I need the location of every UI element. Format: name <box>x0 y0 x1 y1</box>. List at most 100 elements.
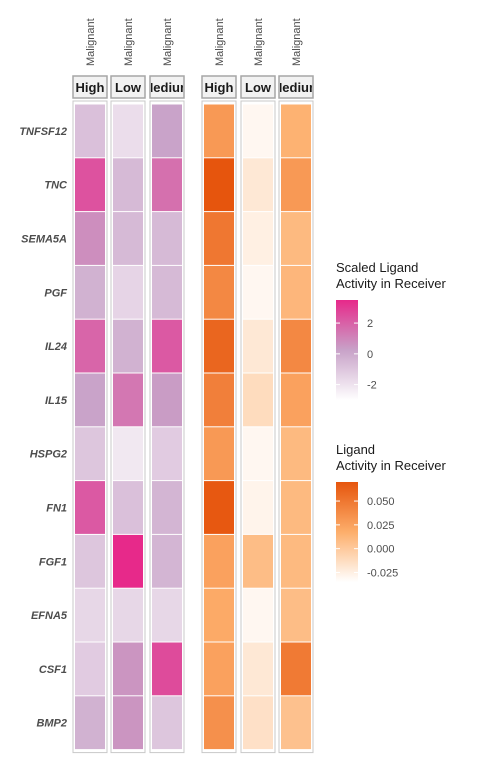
heatmap-cell-tnc-high <box>75 158 105 212</box>
heatmap-cell-pgf-high <box>75 265 105 319</box>
heatmap-cell-sema5a-low <box>113 212 143 265</box>
heatmap-cell-il15-low <box>243 373 273 427</box>
heatmap-cell-fn1-low <box>243 481 273 534</box>
heatmap-cell-hspg2-medium <box>152 427 182 481</box>
strip-label-medium: Medium <box>142 80 191 95</box>
row-label-fn1: FN1 <box>46 503 67 515</box>
row-label-csf1: CSF1 <box>39 664 67 676</box>
strip-label-low: Low <box>245 80 272 95</box>
heatmap-cell-fn1-high <box>75 481 105 534</box>
heatmap-cell-fgf1-high <box>75 534 105 588</box>
heatmap-cell-hspg2-high <box>75 427 105 481</box>
row-label-tnfsf12: TNFSF12 <box>19 126 67 138</box>
heatmap-cell-fgf1-low <box>243 534 273 588</box>
heatmap-cell-fn1-high <box>204 481 234 534</box>
heatmap-cell-sema5a-low <box>243 212 273 265</box>
heatmap-cell-pgf-low <box>243 265 273 319</box>
heatmap-cell-tnfsf12-low <box>243 104 273 158</box>
heatmap-cell-bmp2-medium <box>281 696 311 750</box>
heatmap-cell-il24-low <box>243 319 273 373</box>
heatmap-cell-pgf-high <box>204 265 234 319</box>
heatmap-cell-tnfsf12-high <box>75 104 105 158</box>
legend-tick-label: 0.000 <box>367 544 395 556</box>
heatmap-cell-fgf1-medium <box>281 534 311 588</box>
row-label-pgf: PGF <box>44 287 67 299</box>
heatmap-cell-hspg2-medium <box>281 427 311 481</box>
strip-label-high: High <box>76 80 105 95</box>
row-label-il24: IL24 <box>45 341 67 353</box>
heatmap-cell-bmp2-medium <box>152 696 182 750</box>
row-label-il15: IL15 <box>45 395 68 407</box>
heatmap-cell-sema5a-medium <box>281 212 311 265</box>
legend-colorbar <box>336 300 358 400</box>
heatmap-cell-tnfsf12-medium <box>152 104 182 158</box>
column-top-label: Malignant <box>85 18 97 66</box>
legend-title: Activity in Receiver <box>336 276 446 291</box>
heatmap-cell-efna5-high <box>75 588 105 642</box>
heatmap-cell-csf1-low <box>113 642 143 696</box>
heatmap-cell-pgf-low <box>113 265 143 319</box>
heatmap-cell-tnc-medium <box>281 158 311 212</box>
heatmap-cell-efna5-medium <box>281 588 311 642</box>
column-top-label: Malignant <box>291 18 303 66</box>
heatmap-cell-il15-high <box>75 373 105 427</box>
row-label-hspg2: HSPG2 <box>30 449 67 461</box>
heatmap-cell-il24-medium <box>281 319 311 373</box>
heatmap-cell-il24-medium <box>152 319 182 373</box>
heatmap-cell-il24-low <box>113 319 143 373</box>
heatmap-cell-hspg2-low <box>113 427 143 481</box>
legend-tick-label: 0 <box>367 349 373 361</box>
heatmap-cell-efna5-low <box>113 588 143 642</box>
heatmap-cell-sema5a-high <box>75 212 105 265</box>
heatmap-cell-il24-high <box>75 319 105 373</box>
heatmap-cell-hspg2-high <box>204 427 234 481</box>
heatmap-cell-pgf-medium <box>152 265 182 319</box>
strip-label-medium: Medium <box>271 80 320 95</box>
row-label-bmp2: BMP2 <box>36 718 67 730</box>
heatmap-cell-csf1-medium <box>281 642 311 696</box>
legend-colorbar <box>336 482 358 582</box>
heatmap-cell-efna5-low <box>243 588 273 642</box>
heatmap-cell-bmp2-high <box>75 696 105 750</box>
legend-title: Scaled Ligand <box>336 260 418 275</box>
strip-label-high: High <box>205 80 234 95</box>
strip-header <box>72 75 108 99</box>
heatmap-cell-csf1-high <box>204 642 234 696</box>
heatmap-cell-il15-medium <box>152 373 182 427</box>
legend-title: Ligand <box>336 442 375 457</box>
legend-tick-label: 0.050 <box>367 496 395 508</box>
heatmap-cell-pgf-medium <box>281 265 311 319</box>
heatmap-cell-il24-high <box>204 319 234 373</box>
legend-tick-label: -0.025 <box>367 567 398 579</box>
heatmap-cell-tnc-low <box>113 158 143 212</box>
heatmap-cell-tnfsf12-high <box>204 104 234 158</box>
heatmap-cell-bmp2-low <box>243 696 273 750</box>
row-label-tnc: TNC <box>44 180 68 192</box>
column-top-label: Malignant <box>214 18 226 66</box>
row-label-sema5a: SEMA5A <box>21 234 67 246</box>
heatmap-cell-efna5-medium <box>152 588 182 642</box>
heatmap-cell-csf1-medium <box>152 642 182 696</box>
heatmap-cell-hspg2-low <box>243 427 273 481</box>
heatmap-cell-tnfsf12-medium <box>281 104 311 158</box>
heatmap-cell-il15-low <box>113 373 143 427</box>
heatmap-cell-csf1-low <box>243 642 273 696</box>
heatmap-cell-efna5-high <box>204 588 234 642</box>
heatmap-cell-fn1-low <box>113 481 143 534</box>
heatmap-cell-il15-medium <box>281 373 311 427</box>
legend-tick-label: -2 <box>367 380 377 392</box>
heatmap-cell-fn1-medium <box>152 481 182 534</box>
heatmap-cell-bmp2-high <box>204 696 234 750</box>
strip-header <box>149 75 185 99</box>
legend-tick-label: 0.025 <box>367 520 395 532</box>
heatmap-cell-il15-high <box>204 373 234 427</box>
strip-header <box>201 75 237 99</box>
heatmap-cell-tnc-medium <box>152 158 182 212</box>
column-top-label: Malignant <box>253 18 265 66</box>
heatmap-cell-sema5a-medium <box>152 212 182 265</box>
heatmap-cell-bmp2-low <box>113 696 143 750</box>
strip-header <box>278 75 314 99</box>
heatmap-cell-fgf1-medium <box>152 534 182 588</box>
heatmap-cell-tnc-high <box>204 158 234 212</box>
